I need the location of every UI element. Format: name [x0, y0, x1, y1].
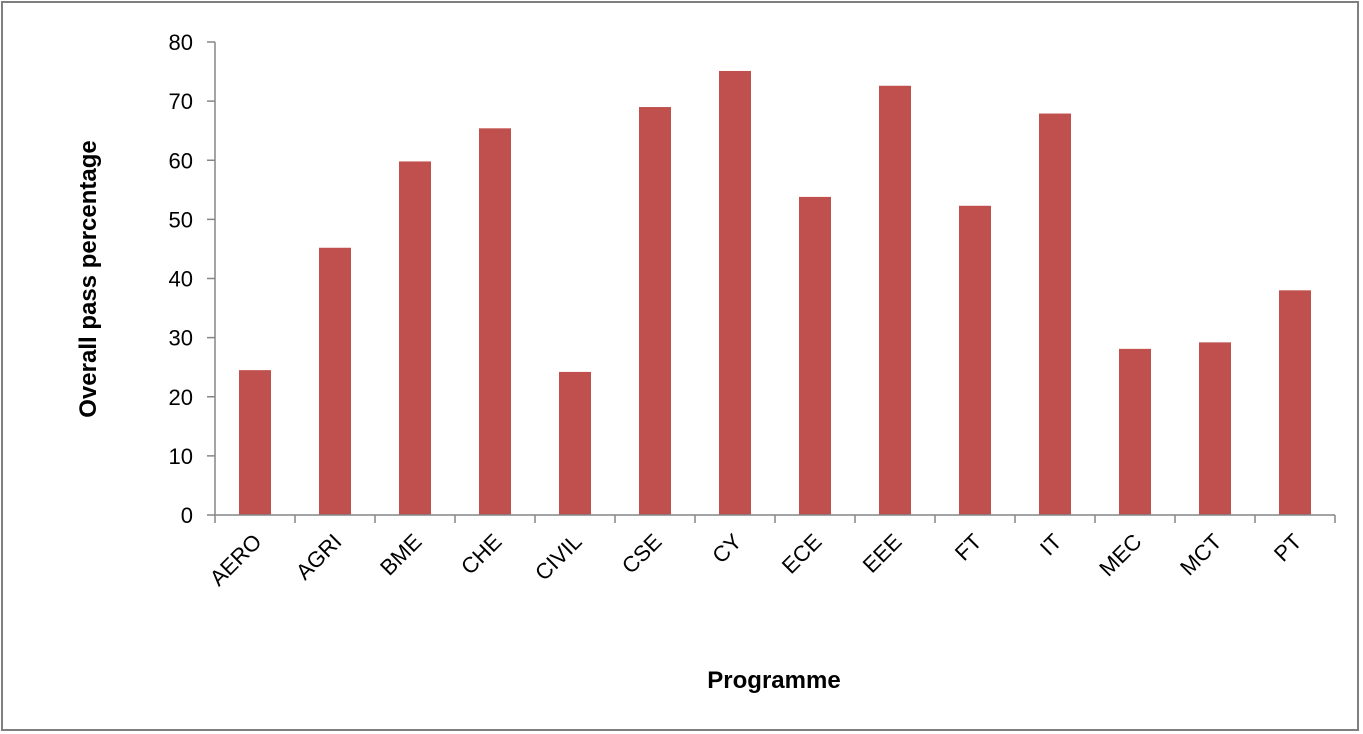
bar-bme: [399, 161, 431, 515]
bars: [239, 70, 1311, 515]
bar-mec: [1119, 348, 1151, 515]
x-tick-label: MCT: [1175, 529, 1226, 580]
bar-mct: [1199, 342, 1231, 515]
x-tick-label: CY: [707, 529, 747, 569]
y-tick-label: 60: [169, 148, 193, 173]
y-tick-label: 0: [181, 503, 193, 528]
bar-ece: [799, 196, 831, 515]
bar-civil: [559, 371, 591, 515]
bar-agri: [319, 247, 351, 515]
y-tick-label: 20: [169, 385, 193, 410]
y-tick-label: 80: [169, 30, 193, 55]
x-tick-label: MEC: [1094, 529, 1146, 581]
x-tick-label: CHE: [456, 529, 507, 580]
bar-cy: [719, 70, 751, 515]
x-axis-title: Programme: [707, 667, 840, 694]
bar-it: [1039, 113, 1071, 515]
bar-che: [479, 128, 511, 515]
bar-cse: [639, 107, 671, 515]
y-tick-label: 30: [169, 326, 193, 351]
bar-pt: [1279, 290, 1311, 515]
bar-eee: [879, 85, 911, 515]
bar-aero: [239, 370, 271, 515]
x-axis-labels: AERO AGRI BME CHE CIVIL CSE CY ECE EEE FT IT MEC MCT…: [205, 529, 1307, 591]
y-tick-label: 40: [169, 267, 193, 292]
x-tick-label: BME: [375, 529, 426, 580]
x-tick-label: CIVIL: [530, 529, 587, 586]
x-tick-label: PT: [1269, 529, 1307, 567]
y-tick-label: 70: [169, 89, 193, 114]
x-tick-label: EEE: [858, 529, 907, 578]
y-axis-title: Overall pass percentage: [75, 140, 102, 417]
x-tick-label: ECE: [777, 529, 827, 579]
y-axis-ticks: 0 10 20 30 40 50 60 70 80: [169, 30, 215, 528]
x-tick-label: IT: [1035, 529, 1067, 561]
x-tick-label: AERO: [205, 529, 267, 591]
bar-ft: [959, 205, 991, 515]
x-tick-label: FT: [950, 529, 987, 566]
y-tick-label: 10: [169, 444, 193, 469]
x-tick-label: CSE: [617, 529, 667, 579]
x-tick-label: AGRI: [291, 529, 347, 585]
y-tick-label: 50: [169, 207, 193, 232]
x-axis-ticks: [214, 515, 1336, 523]
